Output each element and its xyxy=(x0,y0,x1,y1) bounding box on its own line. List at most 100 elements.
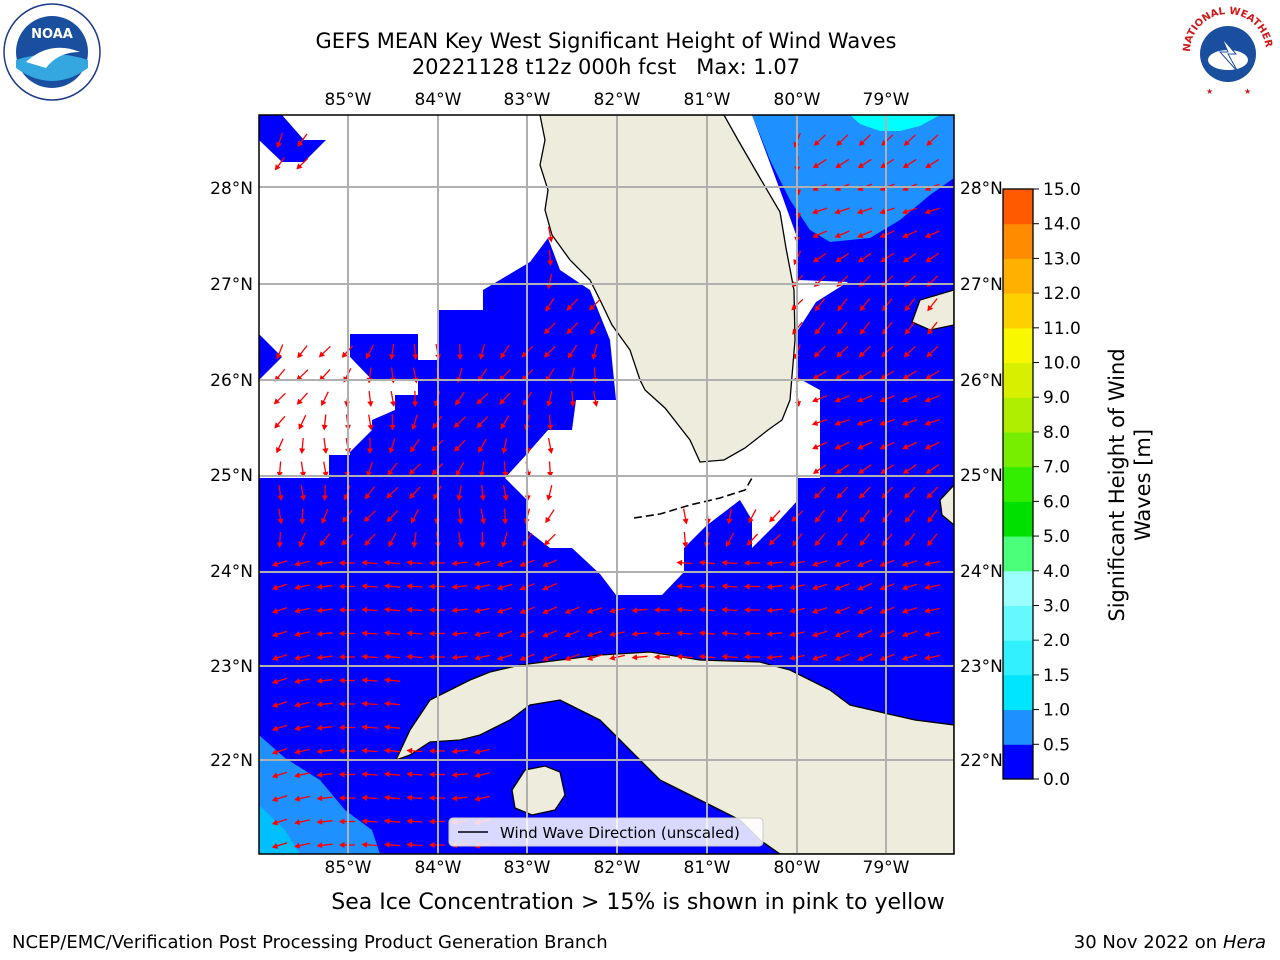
wave-direction-arrowhead xyxy=(294,678,301,685)
wave-direction-arrowhead xyxy=(879,584,886,591)
wave-direction-arrowhead xyxy=(856,420,864,426)
wave-direction-arrowhead xyxy=(698,630,705,637)
wave-direction-arrowhead xyxy=(316,654,323,661)
map-title-line1: GEFS MEAN Key West Significant Height of… xyxy=(315,29,897,53)
wave-direction-arrowhead xyxy=(545,305,551,312)
wave-direction-arrowhead xyxy=(361,630,368,637)
wave-direction-arrowhead xyxy=(858,351,865,358)
wave-direction-arrowhead xyxy=(901,655,909,661)
wave-direction-arrowhead xyxy=(271,749,279,755)
wave-direction-arrowhead xyxy=(902,396,909,403)
wave-direction-arrowhead xyxy=(545,516,551,524)
wave-direction-arrowhead xyxy=(451,560,458,567)
wave-direction-arrowhead xyxy=(676,653,683,660)
colorbar-segment xyxy=(1003,293,1033,329)
wave-direction-arrowhead xyxy=(299,448,306,455)
svg-text:26°N: 26°N xyxy=(960,371,1003,391)
wave-direction-arrowhead xyxy=(500,423,507,430)
wave-direction-arrowhead xyxy=(879,608,886,614)
wave-direction-arrowhead xyxy=(904,539,911,547)
wave-direction-arrowhead xyxy=(904,328,911,335)
wave-direction-arrowhead xyxy=(474,795,481,802)
wave-direction-arrowhead xyxy=(879,185,886,191)
wave-direction-arrowhead xyxy=(364,492,371,500)
svg-text:81°W: 81°W xyxy=(684,858,731,878)
wave-direction-arrowhead xyxy=(474,584,481,591)
wave-direction-arrowhead xyxy=(273,398,280,405)
wave-direction-arrowhead xyxy=(924,396,931,403)
wave-direction-arrowhead xyxy=(366,470,372,478)
wave-direction-arrowhead xyxy=(479,542,486,549)
wave-direction-arrowhead xyxy=(698,583,705,590)
svg-text:27°N: 27°N xyxy=(960,275,1003,295)
wave-direction-arrowhead xyxy=(322,471,329,478)
wave-direction-arrowhead xyxy=(389,425,396,431)
wave-direction-arrowhead xyxy=(316,630,323,637)
wave-direction-arrowhead xyxy=(879,443,886,450)
wave-direction-arrowhead xyxy=(406,653,413,660)
wave-direction-arrowhead xyxy=(857,468,865,474)
wave-direction-arrowhead xyxy=(591,353,598,360)
wave-direction-arrowhead xyxy=(294,560,301,567)
wave-direction-arrowhead xyxy=(721,653,728,660)
colorbar-tick-label: 11.0 xyxy=(1043,319,1081,339)
wave-direction-arrowhead xyxy=(924,443,931,450)
svg-text:84°W: 84°W xyxy=(415,90,462,110)
svg-text:23°N: 23°N xyxy=(960,657,1003,677)
wave-direction-arrowhead xyxy=(341,539,348,546)
wave-direction-arrowhead xyxy=(428,794,435,802)
grand-bahama xyxy=(911,289,954,331)
colorbar-frame xyxy=(1002,188,1034,780)
wave-direction-arrowhead xyxy=(451,795,458,802)
svg-text:28°N: 28°N xyxy=(210,179,253,199)
wave-direction-arrowhead xyxy=(857,655,864,661)
wave-direction-arrowhead xyxy=(316,560,323,567)
map-gridlines xyxy=(259,115,954,854)
wave-direction-arrowhead xyxy=(294,819,301,826)
wave-direction-arrowhead xyxy=(924,631,931,638)
wave-direction-arrowhead xyxy=(476,398,483,405)
wave-direction-arrowhead xyxy=(294,795,301,802)
wave-direction-arrowhead xyxy=(428,559,435,567)
wave-direction-arrowhead xyxy=(811,420,819,426)
colorbar-segment xyxy=(1003,362,1033,398)
wave-direction-arrowhead xyxy=(321,424,328,431)
wave-direction-arrowhead xyxy=(367,401,374,407)
wave-direction-arrowhead xyxy=(428,606,435,614)
wave-direction-arrowhead xyxy=(457,541,464,548)
svg-text:23°N: 23°N xyxy=(210,657,253,677)
wave-direction-arrowhead xyxy=(856,208,864,215)
wave-direction-arrowhead xyxy=(590,328,596,336)
svg-text:83°W: 83°W xyxy=(504,90,551,110)
wave-direction-arrowhead xyxy=(903,351,910,358)
wave-direction-arrowhead xyxy=(676,630,683,637)
wave-direction-arrowhead xyxy=(834,655,841,662)
wave-direction-arrowhead xyxy=(406,818,413,825)
footer-date: 30 Nov 2022 on Hera xyxy=(1074,932,1266,953)
wave-direction-arrowhead xyxy=(453,421,460,428)
wave-direction-arrowhead xyxy=(901,561,909,567)
wave-direction-arrowhead xyxy=(814,492,821,499)
wave-direction-arrowhead xyxy=(834,396,841,403)
wave-direction-arrowhead xyxy=(294,631,301,638)
wave-direction-arrowhead xyxy=(338,841,345,849)
wave-direction-arrowhead xyxy=(859,328,866,335)
wave-direction-arrowhead xyxy=(546,400,553,407)
wave-direction-arrowhead xyxy=(901,631,909,638)
wave-direction-arrowhead xyxy=(721,630,728,637)
wave-direction-arrowhead xyxy=(321,495,328,502)
wave-direction-arrowhead xyxy=(316,724,323,731)
wave-direction-arrowhead xyxy=(412,401,419,408)
wave-direction-arrowhead xyxy=(474,748,481,755)
wave-direction-arrowhead xyxy=(811,208,819,215)
wave-direction-arrowhead xyxy=(451,771,458,778)
wave-direction-arrowhead xyxy=(879,561,886,567)
wave-direction-arrowhead xyxy=(546,494,553,501)
colorbar-segment xyxy=(1003,397,1033,433)
wave-direction-arrowhead xyxy=(433,493,439,501)
wave-direction-arrowhead xyxy=(901,420,909,426)
wave-direction-arrowhead xyxy=(586,608,594,614)
wave-direction-arrowhead xyxy=(746,539,753,546)
florida-keys xyxy=(633,477,753,519)
wave-direction-arrowhead xyxy=(428,771,435,778)
